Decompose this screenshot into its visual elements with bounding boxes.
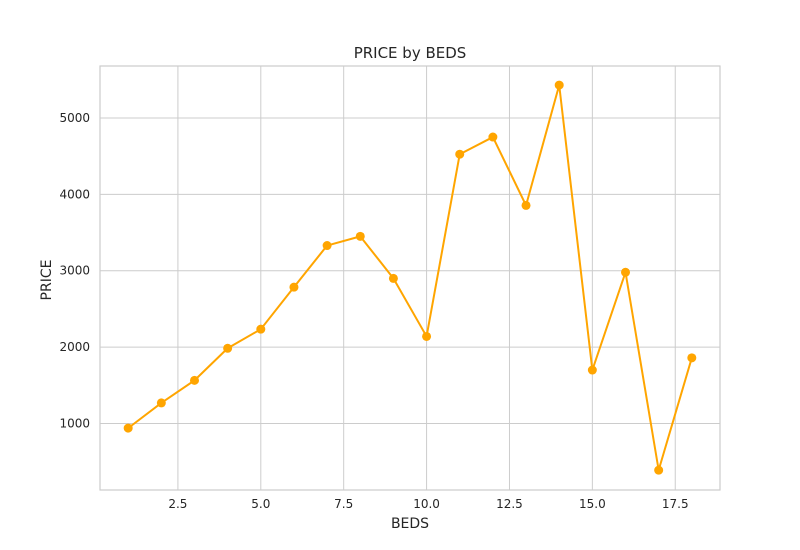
data-point [223, 343, 233, 353]
x-tick-label: 12.5 [496, 497, 523, 511]
data-point [156, 398, 166, 408]
data-point [587, 365, 597, 375]
y-tick-label: 4000 [59, 187, 90, 201]
data-point [123, 423, 133, 433]
series-line [127, 84, 693, 472]
x-tick-label: 2.5 [168, 497, 187, 511]
data-point [388, 273, 398, 283]
y-axis-label: PRICE [39, 260, 55, 301]
data-point [256, 324, 266, 334]
data-point [521, 200, 531, 210]
data-point [289, 282, 299, 292]
x-tick-label: 15.0 [579, 497, 606, 511]
data-point [422, 331, 432, 341]
x-tick-label: 17.5 [662, 497, 689, 511]
data-point [189, 375, 199, 385]
x-tick-label: 5.0 [251, 497, 270, 511]
data-point [621, 267, 631, 277]
data-point [322, 241, 332, 251]
chart-title: PRICE by BEDS [354, 44, 467, 62]
data-point [654, 465, 664, 475]
series-layer [123, 80, 697, 475]
y-tick-label: 2000 [59, 340, 90, 354]
x-tick-label: 10.0 [413, 497, 440, 511]
y-tick-label: 1000 [59, 417, 90, 431]
x-tick-label: 7.5 [334, 497, 353, 511]
data-point [455, 149, 465, 159]
y-tick-labels: 1000 2000 3000 4000 5000 [59, 111, 90, 431]
grid [100, 66, 720, 490]
x-tick-labels: 2.5 5.0 7.5 10.0 12.5 15.0 17.5 [168, 497, 688, 511]
plot-frame [99, 65, 721, 491]
x-axis-label: BEDS [391, 516, 429, 532]
data-point [355, 231, 365, 241]
y-tick-label: 3000 [59, 264, 90, 278]
y-tick-label: 5000 [59, 111, 90, 125]
data-point [554, 80, 564, 90]
data-point [687, 353, 697, 363]
data-point [488, 132, 498, 142]
